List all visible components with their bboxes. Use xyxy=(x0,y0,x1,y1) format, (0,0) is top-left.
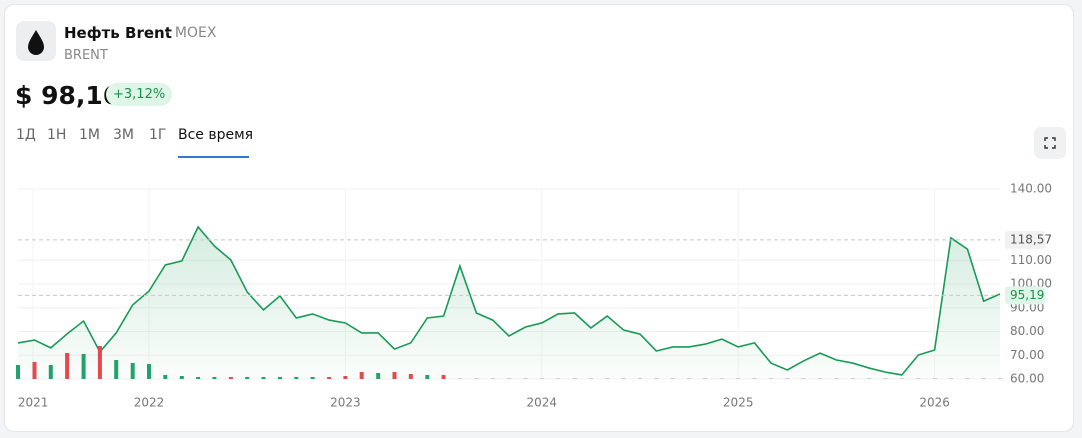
volume-bar xyxy=(932,378,937,379)
volume-bar xyxy=(768,378,773,379)
volume-bar xyxy=(48,365,53,379)
volume-bar xyxy=(703,378,708,379)
volume-bar xyxy=(81,354,86,379)
period-tab[interactable]: 1Г xyxy=(149,127,167,143)
volume-bar xyxy=(850,378,855,379)
volume-bar xyxy=(883,378,888,379)
volume-bar xyxy=(801,378,806,379)
volume-bar xyxy=(474,378,479,379)
volume-bar xyxy=(294,377,299,379)
volume-bar xyxy=(899,378,904,379)
ticker: BRENT xyxy=(64,48,108,63)
volume-bar xyxy=(16,365,20,379)
volume-bar xyxy=(376,373,381,379)
x-tick-label: 2023 xyxy=(330,396,361,410)
volume-bar xyxy=(507,378,511,379)
volume-bar xyxy=(981,378,986,379)
volume-bar xyxy=(228,377,233,379)
asset-title: Нефть Brent xyxy=(64,24,172,42)
x-tick-label: 2025 xyxy=(723,396,754,410)
period-tab[interactable]: 1Д xyxy=(16,127,36,143)
volume-bar xyxy=(965,378,970,379)
volume-bar xyxy=(916,378,921,379)
volume-bar xyxy=(621,378,626,379)
y-tick-label: 140.00 xyxy=(1010,182,1052,196)
volume-bar xyxy=(785,378,790,379)
volume-bar xyxy=(343,376,348,379)
y-tick-label: 70.00 xyxy=(1010,348,1044,362)
x-tick-label: 2026 xyxy=(919,396,950,410)
price-marker-badge xyxy=(1005,286,1045,305)
price-marker-badge xyxy=(1005,230,1045,249)
volume-bar xyxy=(261,377,266,379)
volume-bar xyxy=(572,378,577,379)
volume-bar xyxy=(670,378,675,379)
volume-bar xyxy=(539,378,544,379)
volume-bar xyxy=(490,378,495,379)
volume-bar xyxy=(97,346,102,379)
volume-bar xyxy=(327,377,332,379)
price-change: +3,12% xyxy=(106,83,173,106)
volume-bar xyxy=(834,378,839,379)
volume-bar xyxy=(605,378,610,379)
volume-bar xyxy=(752,378,757,379)
area xyxy=(18,227,1000,379)
tab-underline xyxy=(178,156,249,158)
volume-bar xyxy=(736,378,741,379)
period-tab[interactable]: Все время xyxy=(178,127,254,143)
price-marker-label: 118,57 xyxy=(1010,232,1052,246)
x-tick-label: 2024 xyxy=(527,396,558,410)
volume-bar xyxy=(146,364,151,379)
volume-bar xyxy=(277,377,282,379)
volume-bar xyxy=(245,377,250,379)
volume-bar xyxy=(654,378,659,379)
volume-bar xyxy=(998,378,1002,379)
expand-button[interactable] xyxy=(1034,127,1066,159)
volume-bar xyxy=(523,378,528,379)
volume-bar xyxy=(588,378,593,379)
volume-bar xyxy=(408,374,413,379)
volume-bar xyxy=(310,377,315,379)
volume-bar xyxy=(392,372,397,379)
volume-bar xyxy=(687,378,692,379)
asset-icon xyxy=(16,21,56,61)
period-tab[interactable]: 1Н xyxy=(47,127,67,143)
price-line xyxy=(17,225,1001,376)
volume-bar xyxy=(130,363,135,379)
volume-bar xyxy=(196,377,201,379)
volume-bar xyxy=(212,377,217,379)
volume-bar xyxy=(32,362,37,379)
period-tab[interactable]: 1М xyxy=(79,127,100,143)
volume-bar xyxy=(441,375,446,379)
volume-bar xyxy=(867,378,872,379)
volume-bar xyxy=(818,378,823,379)
x-tick-label: 2021 xyxy=(18,396,49,410)
volume-bar xyxy=(719,378,724,379)
drop-icon xyxy=(28,30,44,55)
expand-icon xyxy=(1044,137,1056,149)
exchange: · MOEX xyxy=(166,25,217,41)
volume-bar xyxy=(556,378,561,379)
price-marker-label: 95,19 xyxy=(1010,288,1044,302)
volume-bar xyxy=(359,372,364,379)
price: $ 98,16 xyxy=(15,81,121,110)
volume-bar xyxy=(948,378,953,379)
volume-bar xyxy=(179,376,184,379)
volume-bar xyxy=(457,378,462,379)
volume-bar xyxy=(163,375,168,379)
y-tick-label: 110.00 xyxy=(1010,253,1052,267)
period-tab[interactable]: 3М xyxy=(113,127,134,143)
y-tick-label: 60.00 xyxy=(1010,372,1044,386)
volume-bar xyxy=(114,360,119,379)
x-tick-label: 2022 xyxy=(134,396,165,410)
volume-bar xyxy=(637,378,642,379)
volume-bar xyxy=(65,353,70,379)
volume-bar xyxy=(425,375,430,379)
y-tick-label: 80.00 xyxy=(1010,324,1044,338)
